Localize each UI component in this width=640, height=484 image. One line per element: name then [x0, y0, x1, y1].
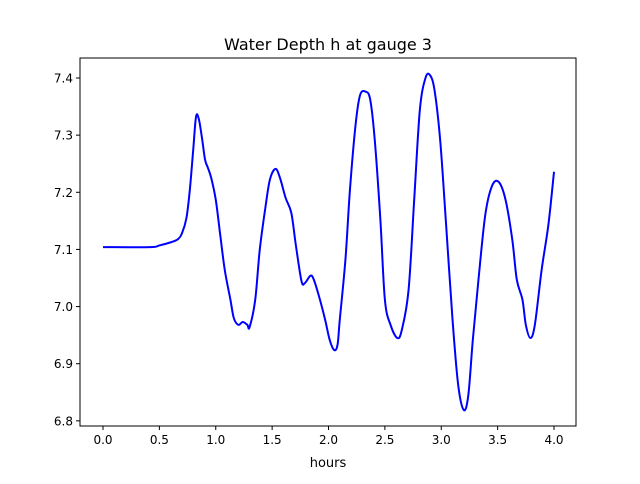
x-tick-label: 2.5 [375, 433, 394, 447]
y-tick-label: 6.8 [54, 414, 73, 428]
axes-frame [79, 57, 577, 427]
x-tick-label: 3.0 [432, 433, 451, 447]
y-tick-label: 7.4 [54, 72, 73, 86]
x-tick-label: 3.5 [488, 433, 507, 447]
x-tick-label: 2.0 [319, 433, 338, 447]
y-tick-label: 7.0 [54, 300, 73, 314]
x-axis-label: hours [310, 456, 347, 471]
x-tick-label: 1.0 [206, 433, 225, 447]
x-tick-label: 0.5 [150, 433, 169, 447]
x-tick-label: 1.5 [263, 433, 282, 447]
y-tick-label: 7.1 [54, 243, 73, 257]
x-tick-label: 0.0 [93, 433, 112, 447]
series-line-h [103, 72, 556, 412]
chart-title: Water Depth h at gauge 3 [224, 35, 432, 54]
y-tick-label: 7.2 [54, 186, 73, 200]
x-tick-label: 4.0 [544, 433, 563, 447]
y-tick-label: 6.9 [54, 357, 73, 371]
y-tick-label: 7.3 [54, 129, 73, 143]
